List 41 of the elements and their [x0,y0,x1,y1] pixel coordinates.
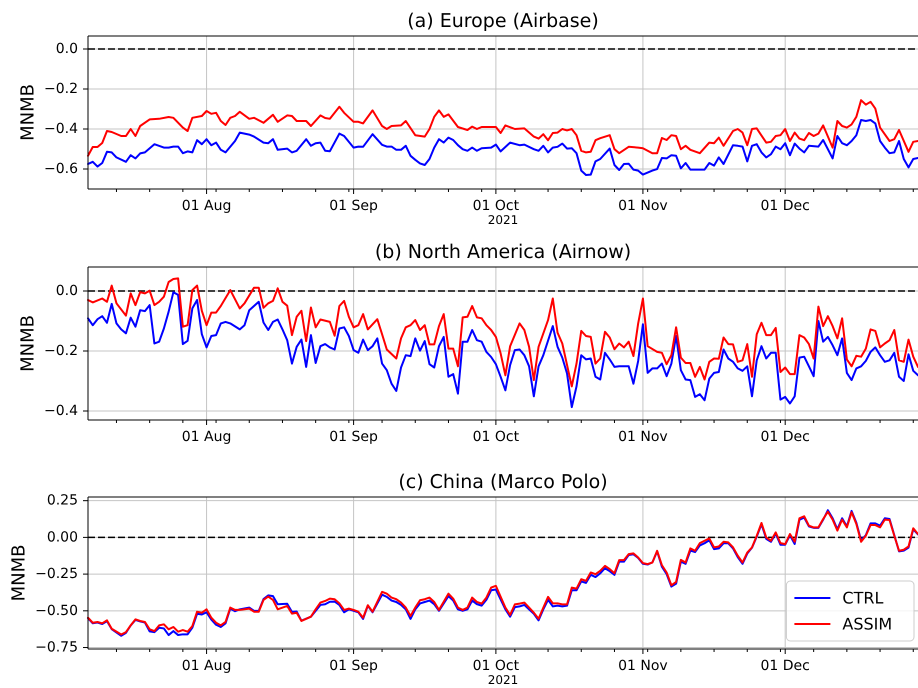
y-tick-label: −0.2 [44,343,78,359]
x-tick-label: 01 Nov [618,658,668,674]
line-series [87,291,918,408]
x-tick-label: 01 Dec [760,658,810,674]
y-tick-label: −0.2 [44,81,78,97]
y-axis-title: MNMB [8,544,30,602]
x-tick-label: 01 Dec [760,429,810,445]
line-series [87,277,918,388]
x-axis-title: 2021 [488,673,518,687]
x-tick-label: 01 Oct [472,198,520,214]
x-tick-label: 01 Nov [618,198,668,214]
line-series [87,99,918,157]
x-tick-label: 01 Sep [329,658,378,674]
x-tick-label: 01 Aug [182,198,232,214]
legend-label: ASSIM [842,614,892,634]
y-tick-label: −0.25 [35,566,78,582]
x-axis-title: 2021 [488,213,518,227]
x-tick-label: 01 Sep [329,429,378,445]
y-tick-label: 0.0 [56,41,78,57]
y-tick-label: −0.4 [44,121,78,137]
x-tick-label: 01 Dec [760,198,810,214]
y-axis-title: MNMB [18,84,39,141]
x-tick-label: 01 Oct [472,658,520,674]
y-tick-label: −0.4 [44,403,78,419]
x-tick-label: 01 Aug [182,658,232,674]
x-tick-label: 01 Oct [472,429,520,445]
x-tick-label: 01 Nov [618,429,668,445]
y-tick-label: −0.50 [35,602,78,619]
y-tick-label: 0.25 [46,492,78,509]
y-tick-label: 0.00 [46,529,78,546]
y-axis-title: MNMB [18,315,39,372]
y-tick-label: 0.0 [56,283,78,299]
x-tick-label: 01 Sep [329,198,378,214]
chart-title: (b) North America (Airnow) [374,241,632,263]
line-series [87,119,918,176]
y-tick-label: −0.6 [44,161,78,177]
chart-title: (a) Europe (Airbase) [407,10,599,32]
chart-title: (c) China (Marco Polo) [398,471,608,493]
x-tick-label: 01 Aug [182,429,232,445]
y-tick-label: −0.75 [35,640,78,656]
legend-label: CTRL [842,588,884,608]
